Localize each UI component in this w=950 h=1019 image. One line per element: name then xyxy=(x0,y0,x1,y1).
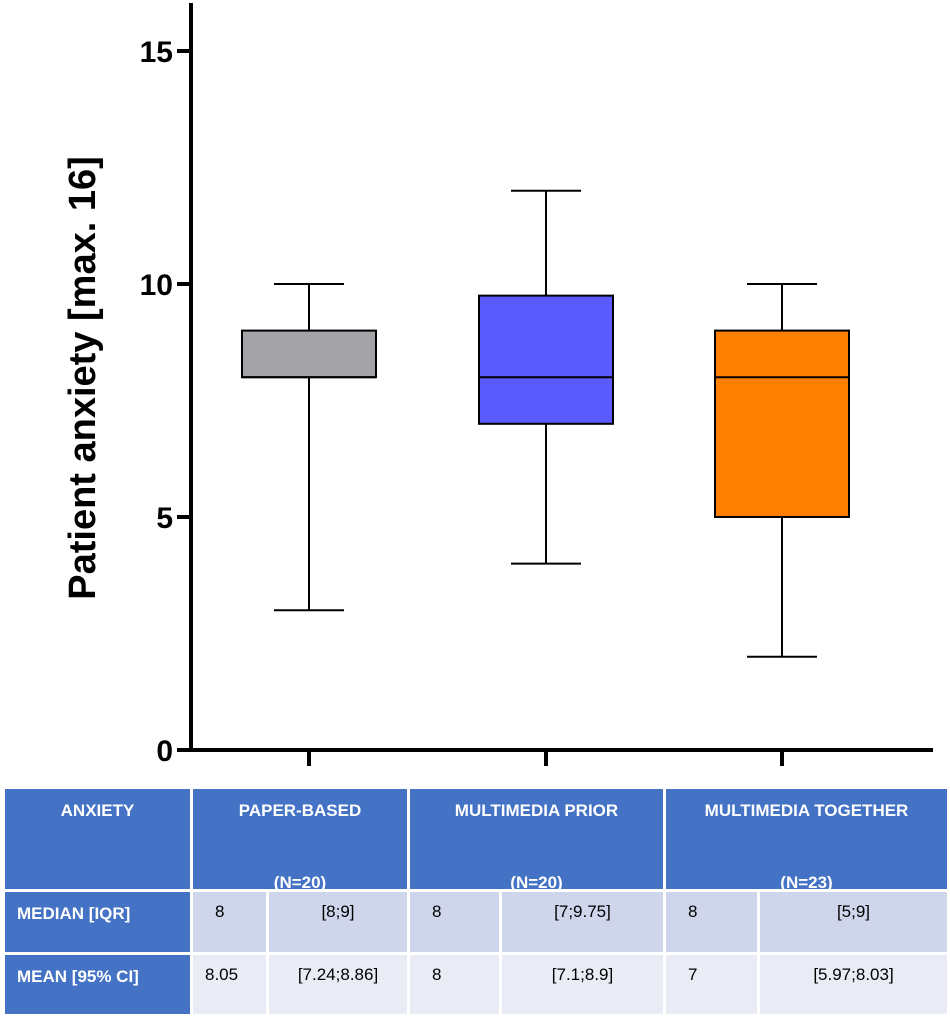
y-axis-title: Patient anxiety [max. 16] xyxy=(62,156,104,600)
table-cell: [8;9] xyxy=(266,889,410,955)
table-row-median: MEDIAN [IQR] 8 [8;9] 8 [7;9.75] 8 [5;9] xyxy=(2,889,950,955)
group-n: (N=23) xyxy=(780,873,833,892)
table-cell: [5;9] xyxy=(757,889,950,955)
table-cell: 7 xyxy=(663,951,760,1017)
box-plot-chart: 0 5 10 15 Patient anxiety [max. 16] xyxy=(62,3,933,768)
box-paper xyxy=(241,283,377,612)
table-row-mean: MEAN [95% CI] 8.05 [7.24;8.86] 8 [7.1;8.… xyxy=(2,951,950,1017)
iqr-box xyxy=(241,329,377,379)
table-cell: [7.24;8.86] xyxy=(266,951,410,1017)
group-n: (N=20) xyxy=(510,873,563,892)
iqr-box xyxy=(478,294,614,425)
row-label: MEDIAN [IQR] xyxy=(2,889,193,955)
box-prior xyxy=(478,189,614,565)
table-cell: 8 xyxy=(407,951,502,1017)
table-header-row: ANXIETY PAPER-BASED (N=20) MULTIMEDIA PR… xyxy=(2,786,950,892)
statistics-table: ANXIETY PAPER-BASED (N=20) MULTIMEDIA PR… xyxy=(2,786,950,1017)
axes: 0 5 10 15 xyxy=(140,3,933,768)
table-corner-header: ANXIETY xyxy=(2,786,193,892)
group-header-multimedia-prior: MULTIMEDIA PRIOR (N=20) xyxy=(407,786,666,892)
table-cell: [5.97;8.03] xyxy=(757,951,950,1017)
row-label: MEAN [95% CI] xyxy=(2,951,193,1017)
group-header-paper-based: PAPER-BASED (N=20) xyxy=(190,786,410,892)
y-tick-label: 0 xyxy=(156,735,173,768)
y-tick-label: 10 xyxy=(140,269,173,302)
group-title: MULTIMEDIA TOGETHER xyxy=(704,801,909,820)
table-cell: 8.05 xyxy=(190,951,269,1017)
table-cell: 8 xyxy=(663,889,760,955)
table-cell: [7.1;8.9] xyxy=(499,951,666,1017)
table-cell: [7;9.75] xyxy=(499,889,666,955)
group-title: MULTIMEDIA PRIOR xyxy=(454,801,619,820)
table-cell: 8 xyxy=(190,889,269,955)
group-n: (N=20) xyxy=(273,873,327,892)
boxes xyxy=(241,189,850,658)
y-tick-label: 5 xyxy=(156,502,173,535)
box-together xyxy=(714,283,850,658)
table-cell: 8 xyxy=(407,889,502,955)
group-title: PAPER-BASED xyxy=(238,801,362,820)
iqr-box xyxy=(714,329,850,518)
y-tick-label: 15 xyxy=(140,36,173,69)
group-header-multimedia-together: MULTIMEDIA TOGETHER (N=23) xyxy=(663,786,950,892)
